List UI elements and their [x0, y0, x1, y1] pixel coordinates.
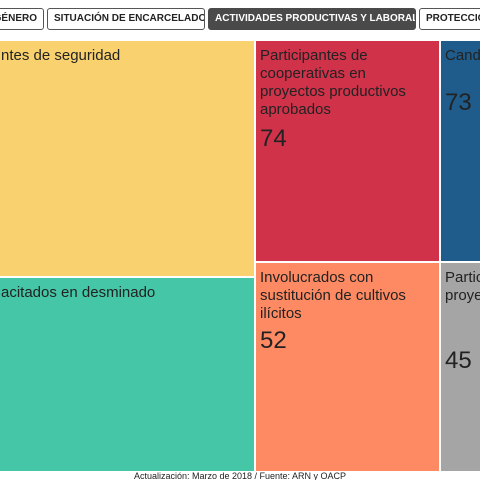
tab-situacion-de-encarcelados[interactable]: SITUACIÓN DE ENCARCELADOS	[47, 8, 205, 30]
cell-label: Participantes de cooperativas en proyect…	[260, 47, 406, 118]
treemap-cell-sustitucion-cultivos[interactable]: Involucrados con sustitución de cultivos…	[255, 262, 440, 472]
cell-value: 74	[260, 125, 287, 152]
source-footnote: Actualización: Marzo de 2018 / Fuente: A…	[133, 471, 347, 480]
cell-value: 52	[260, 327, 287, 354]
cell-label: Involucrados con sustitución de cultivos…	[260, 269, 406, 322]
treemap: ntes de seguridad Participantes de coope…	[0, 40, 480, 472]
treemap-cell-cooperativas[interactable]: Participantes de cooperativas en proyect…	[255, 40, 440, 262]
cell-value: 45	[445, 347, 472, 374]
treemap-cell-elecciones[interactable]: Cand elecc 73	[440, 40, 480, 262]
cell-label: Partic coop proye regist	[445, 269, 480, 304]
tab-proteccion[interactable]: PROTECCIÓN	[419, 8, 480, 30]
tab-actividades-productivas[interactable]: ACTIVIDADES PRODUCTIVAS Y LABORALES	[208, 8, 416, 30]
cell-label: ntes de seguridad	[1, 47, 121, 64]
cell-value: 73	[445, 89, 472, 116]
category-tabs: GÉNERO SITUACIÓN DE ENCARCELADOS ACTIVID…	[0, 8, 480, 32]
treemap-cell-proyectos-registrados[interactable]: Partic coop proye regist 45	[440, 262, 480, 472]
cell-label: Cand elecc	[445, 47, 480, 64]
treemap-cell-seguridad[interactable]: ntes de seguridad	[0, 40, 255, 277]
cell-label: acitados en desminado	[1, 284, 156, 301]
treemap-cell-desminado[interactable]: acitados en desminado	[0, 277, 255, 472]
tab-genero[interactable]: GÉNERO	[0, 8, 44, 30]
